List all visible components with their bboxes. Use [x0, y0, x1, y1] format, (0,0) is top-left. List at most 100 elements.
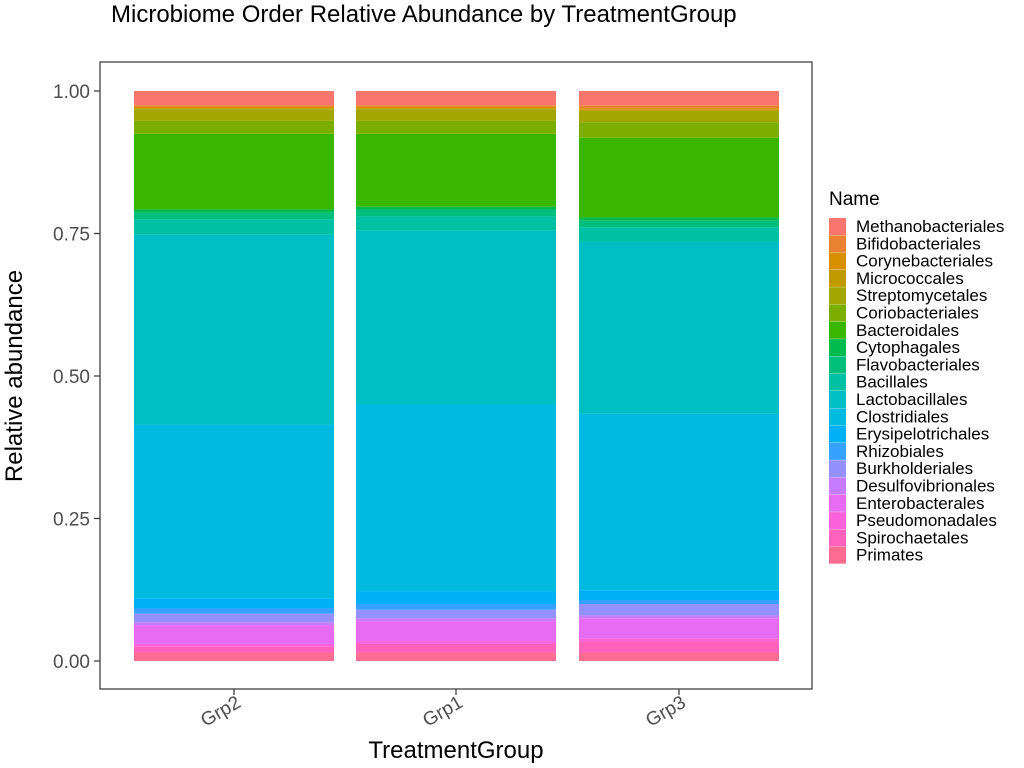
- bar-segment-grp2-rhizobiales: [134, 607, 334, 614]
- legend-swatch: [829, 339, 846, 357]
- bar-segment-grp2-bacteroidales: [134, 133, 334, 210]
- bar-segment-grp1-erysipelotrichales: [356, 591, 556, 604]
- legend-item: Streptomycetales: [829, 286, 987, 305]
- legend-swatch: [829, 321, 846, 339]
- legend-items: MethanobacterialesBifidobacterialesCoryn…: [829, 217, 1004, 565]
- bar-segment-grp2-bacillales: [134, 219, 334, 235]
- legend-swatch: [829, 425, 846, 443]
- bar-segment-grp3-erysipelotrichales: [579, 590, 779, 601]
- bar-segment-grp2-coriobacteriales: [134, 120, 334, 134]
- x-axis: Grp2 Grp1 Grp3: [197, 689, 690, 731]
- bar-segment-grp3-clostridiales: [579, 413, 779, 591]
- bar-segment-grp2-desulfovibrionales: [134, 622, 334, 626]
- legend-item: Methanobacteriales: [829, 217, 1004, 236]
- bar-segment-grp3-primates: [579, 652, 779, 661]
- legend-swatch: [829, 477, 846, 495]
- legend-swatch: [829, 252, 846, 270]
- legend-item: Primates: [829, 546, 923, 565]
- bar-segment-grp1-micrococcales: [356, 108, 556, 110]
- legend-label: Erysipelotrichales: [856, 425, 989, 444]
- legend-swatch: [829, 373, 846, 391]
- bar-segment-grp2-methanobacteriales: [134, 91, 334, 106]
- bar-segment-grp1-bacillales: [356, 216, 556, 231]
- bar-segment-grp1-coriobacteriales: [356, 120, 556, 134]
- bar-segment-grp1-streptomycetales: [356, 109, 556, 121]
- bar-segment-grp2-spirochaetales: [134, 646, 334, 653]
- bar-segment-grp1-enterobacterales: [356, 621, 556, 642]
- legend-item: Bifidobacteriales: [829, 234, 981, 253]
- legend-item: Flavobacteriales: [829, 355, 980, 374]
- bar-segment-grp1-corynebacteriales: [356, 106, 556, 109]
- legend-swatch: [829, 218, 846, 235]
- bar-segment-grp2-lactobacillales: [134, 234, 334, 425]
- legend-swatch: [829, 304, 846, 322]
- bar-segment-grp3-spirochaetales: [579, 641, 779, 653]
- bar-segment-grp3-pseudomonadales: [579, 638, 779, 642]
- bar-stack-grp1: [356, 91, 556, 661]
- legend-label: Pseudomonadales: [856, 511, 997, 530]
- legend-swatch: [829, 287, 846, 305]
- legend-item: Cytophagales: [829, 338, 960, 357]
- bar-segment-grp2-streptomycetales: [134, 109, 334, 121]
- bar-segment-grp2-micrococcales: [134, 108, 334, 110]
- bar-segment-grp2-bifidobacteriales: [134, 105, 334, 107]
- bar-segment-grp1-pseudomonadales: [356, 641, 556, 644]
- legend-swatch: [829, 494, 846, 512]
- legend-label: Desulfovibrionales: [856, 477, 995, 496]
- bar-segment-grp3-methanobacteriales: [579, 91, 779, 106]
- bar-segment-grp3-burkholderiales: [579, 604, 779, 616]
- legend-item: Lactobacillales: [829, 390, 968, 409]
- legend-label: Clostridiales: [856, 407, 949, 426]
- legend-swatch: [829, 391, 846, 408]
- x-tick-label: Grp2: [197, 692, 244, 731]
- x-tick-label: Grp3: [642, 692, 689, 731]
- bar-segment-grp1-lactobacillales: [356, 230, 556, 405]
- legend-label: Burkholderiales: [856, 459, 973, 478]
- legend-label: Streptomycetales: [856, 286, 987, 305]
- bar-segment-grp1-spirochaetales: [356, 643, 556, 653]
- y-tick-label: 0.75: [53, 225, 90, 246]
- bar-segment-grp3-coriobacteriales: [579, 122, 779, 138]
- y-axis-title: Relative abundance: [1, 270, 28, 482]
- legend-item: Burkholderiales: [829, 459, 973, 478]
- bar-stack-grp2: [134, 91, 334, 661]
- legend-swatch: [829, 269, 846, 287]
- y-axis: 0.00 0.25 0.50 0.75 1.00: [53, 82, 100, 673]
- bar-segment-grp1-bacteroidales: [356, 133, 556, 207]
- legend-item: Spirochaetales: [829, 528, 968, 547]
- bar-segment-grp3-bifidobacteriales: [579, 105, 779, 109]
- legend-label: Bifidobacteriales: [856, 234, 981, 253]
- legend-label: Cytophagales: [856, 338, 960, 357]
- bar-segment-grp3-cytophagales: [579, 217, 779, 221]
- legend-swatch: [829, 529, 846, 547]
- bar-segment-grp3-enterobacterales: [579, 618, 779, 639]
- legend-label: Corynebacteriales: [856, 252, 993, 271]
- bar-segment-grp2-erysipelotrichales: [134, 598, 334, 608]
- bar-segment-grp3-flavobacteriales: [579, 220, 779, 228]
- bar-segment-grp3-micrococcales: [579, 109, 779, 111]
- bars: [134, 91, 779, 661]
- legend-item: Micrococcales: [829, 269, 964, 288]
- x-axis-title: TreatmentGroup: [368, 737, 543, 764]
- bar-segment-grp1-burkholderiales: [356, 609, 556, 619]
- bar-segment-grp2-burkholderiales: [134, 613, 334, 623]
- bar-segment-grp2-flavobacteriales: [134, 212, 334, 220]
- legend-swatch: [829, 460, 846, 478]
- plot-area: [99, 61, 813, 690]
- legend-title: Name: [829, 189, 880, 210]
- bar-segment-grp3-corynebacteriales: [579, 108, 779, 110]
- legend-item: Enterobacterales: [829, 494, 985, 513]
- legend-item: Clostridiales: [829, 407, 949, 426]
- legend-label: Primates: [856, 546, 923, 565]
- legend-item: Erysipelotrichales: [829, 425, 989, 444]
- bar-segment-grp1-rhizobiales: [356, 604, 556, 610]
- y-tick-label: 1.00: [53, 82, 90, 103]
- bar-segment-grp1-desulfovibrionales: [356, 618, 556, 622]
- legend-label: Flavobacteriales: [856, 355, 980, 374]
- legend-swatch: [829, 235, 846, 253]
- y-tick-label: 0.50: [53, 367, 90, 388]
- legend-label: Lactobacillales: [856, 390, 968, 409]
- bar-segment-grp2-cytophagales: [134, 209, 334, 213]
- legend-item: Rhizobiales: [829, 442, 944, 461]
- legend: Name MethanobacterialesBifidobacteriales…: [829, 189, 1004, 565]
